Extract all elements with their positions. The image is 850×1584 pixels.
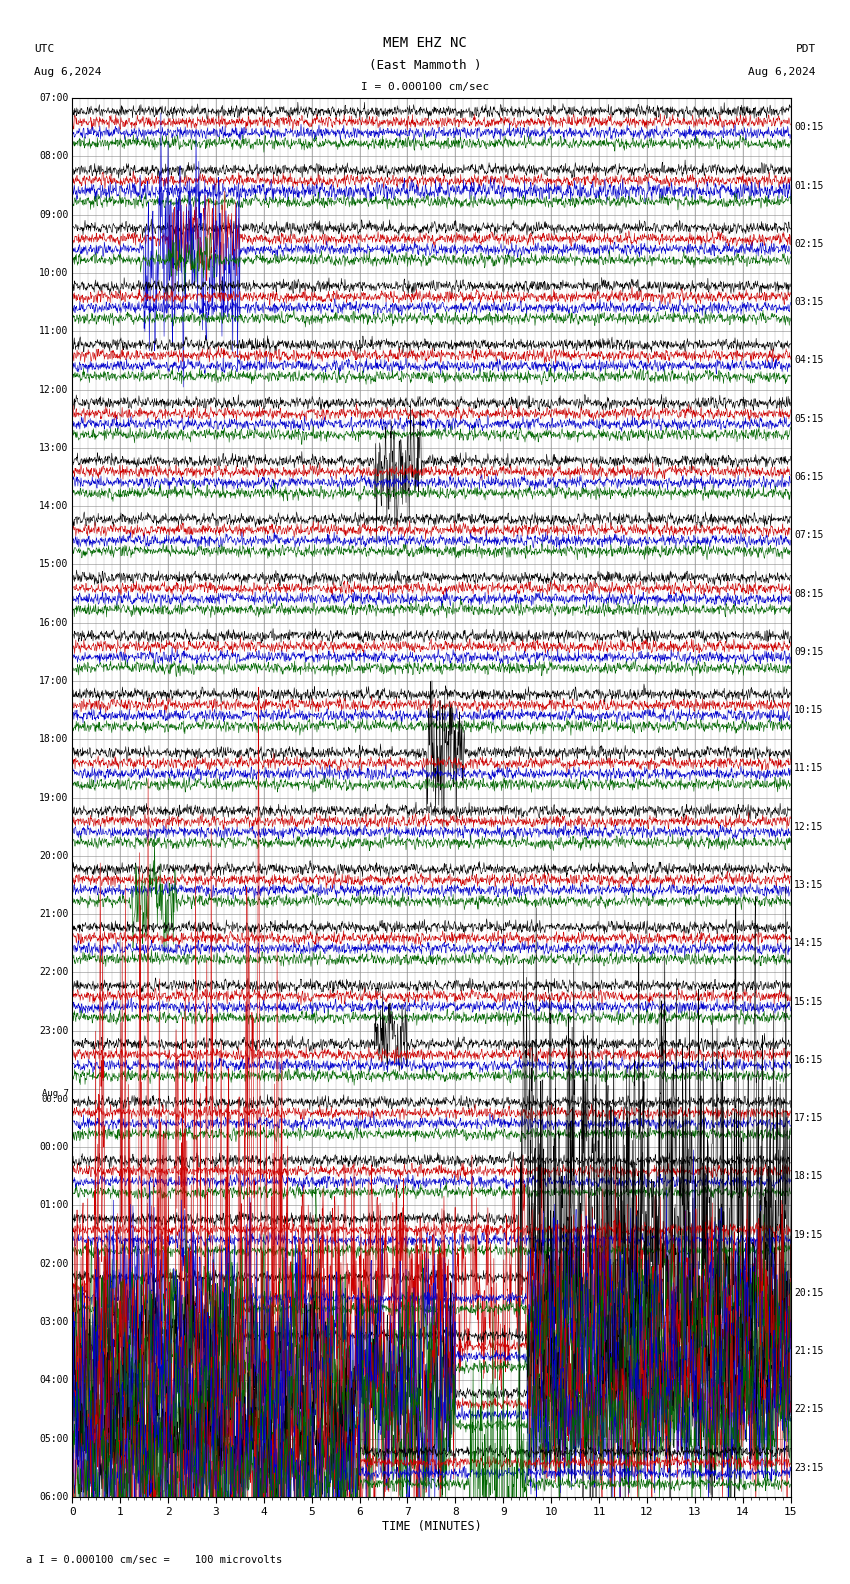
Text: 12:00: 12:00: [39, 385, 69, 394]
Text: 06:00: 06:00: [39, 1492, 69, 1502]
Text: PDT: PDT: [796, 44, 816, 54]
Text: Aug 7: Aug 7: [42, 1088, 69, 1098]
Text: 15:15: 15:15: [794, 996, 824, 1006]
Text: 20:15: 20:15: [794, 1288, 824, 1297]
Text: 23:15: 23:15: [794, 1462, 824, 1473]
Text: 01:15: 01:15: [794, 181, 824, 190]
Text: 08:15: 08:15: [794, 589, 824, 599]
Text: 14:15: 14:15: [794, 938, 824, 949]
Text: 08:00: 08:00: [39, 152, 69, 162]
Text: a I = 0.000100 cm/sec =    100 microvolts: a I = 0.000100 cm/sec = 100 microvolts: [26, 1555, 281, 1565]
Text: 00:00: 00:00: [42, 1095, 69, 1104]
Text: 20:00: 20:00: [39, 851, 69, 860]
Text: 10:15: 10:15: [794, 705, 824, 714]
Text: 15:00: 15:00: [39, 559, 69, 569]
Text: 13:00: 13:00: [39, 444, 69, 453]
Text: 21:15: 21:15: [794, 1346, 824, 1356]
Text: MEM EHZ NC: MEM EHZ NC: [383, 36, 467, 51]
Text: 07:00: 07:00: [39, 93, 69, 103]
Text: 12:15: 12:15: [794, 822, 824, 832]
Text: 03:00: 03:00: [39, 1316, 69, 1327]
Text: 07:15: 07:15: [794, 531, 824, 540]
Text: 18:00: 18:00: [39, 735, 69, 744]
Text: 16:00: 16:00: [39, 618, 69, 627]
Text: 17:00: 17:00: [39, 676, 69, 686]
Text: 00:00: 00:00: [39, 1142, 69, 1152]
Text: 11:15: 11:15: [794, 763, 824, 773]
Text: Aug 6,2024: Aug 6,2024: [749, 67, 816, 76]
Text: 03:15: 03:15: [794, 298, 824, 307]
Text: 13:15: 13:15: [794, 881, 824, 890]
Text: 19:15: 19:15: [794, 1229, 824, 1240]
Text: 17:15: 17:15: [794, 1114, 824, 1123]
Text: 02:15: 02:15: [794, 239, 824, 249]
Text: 16:15: 16:15: [794, 1055, 824, 1064]
Text: 23:00: 23:00: [39, 1026, 69, 1036]
Text: 09:15: 09:15: [794, 646, 824, 657]
Text: 21:00: 21:00: [39, 909, 69, 919]
Text: 02:00: 02:00: [39, 1259, 69, 1269]
Text: 05:00: 05:00: [39, 1434, 69, 1443]
Text: 09:00: 09:00: [39, 209, 69, 220]
Text: 19:00: 19:00: [39, 792, 69, 803]
Text: 05:15: 05:15: [794, 413, 824, 425]
Text: 01:00: 01:00: [39, 1201, 69, 1210]
Text: I = 0.000100 cm/sec: I = 0.000100 cm/sec: [361, 82, 489, 92]
Text: 22:15: 22:15: [794, 1405, 824, 1415]
Text: 06:15: 06:15: [794, 472, 824, 482]
Text: 10:00: 10:00: [39, 268, 69, 279]
Text: Aug 6,2024: Aug 6,2024: [34, 67, 101, 76]
Text: 22:00: 22:00: [39, 968, 69, 977]
X-axis label: TIME (MINUTES): TIME (MINUTES): [382, 1521, 481, 1533]
Text: 11:00: 11:00: [39, 326, 69, 336]
Text: 14:00: 14:00: [39, 501, 69, 512]
Text: 18:15: 18:15: [794, 1171, 824, 1182]
Text: (East Mammoth ): (East Mammoth ): [369, 59, 481, 71]
Text: 00:15: 00:15: [794, 122, 824, 133]
Text: 04:15: 04:15: [794, 355, 824, 366]
Text: 04:00: 04:00: [39, 1375, 69, 1386]
Text: UTC: UTC: [34, 44, 54, 54]
